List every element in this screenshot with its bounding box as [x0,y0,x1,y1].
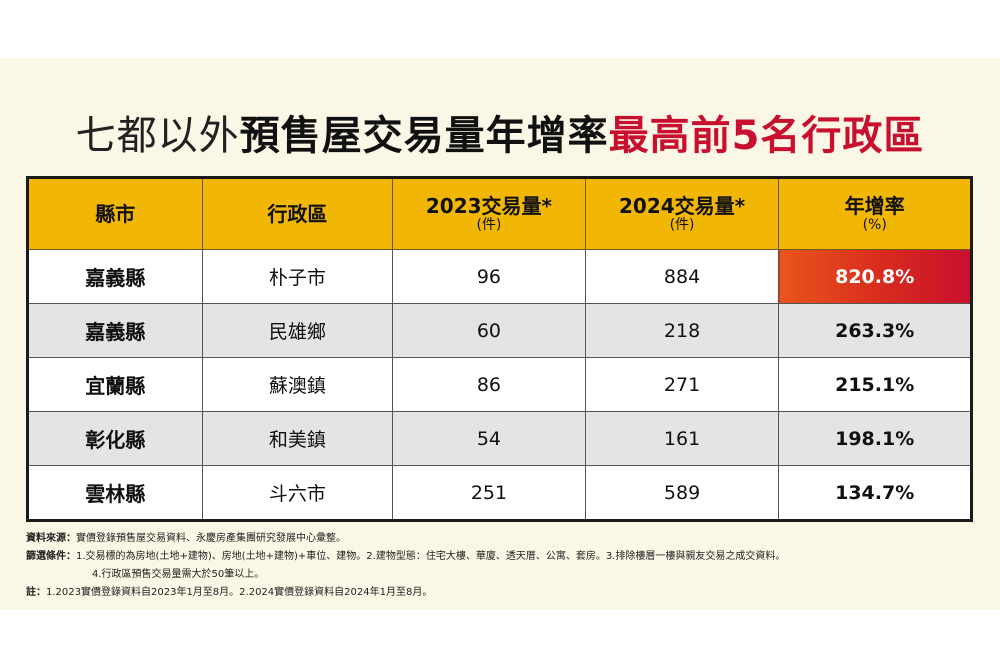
cell-growth-rate: 198.1% [778,411,972,466]
footnotes: 資料來源：實價登錄預售屋交易資料、永慶房產集團研究發展中心彙整。 篩選條件：1.… [26,530,976,602]
source-text: 實價登錄預售屋交易資料、永慶房產集團研究發展中心彙整。 [76,533,346,544]
table-row: 彰化縣 和美鎮 54 161 198.1% [27,411,972,466]
table-row: 雲林縣 斗六市 251 589 134.7% [27,465,972,521]
header-growth-rate: 年增率 (%) [778,177,972,250]
cell-growth-rate: 215.1% [778,357,972,412]
cell-district: 朴子市 [201,249,394,304]
cell-volume-2023: 96 [392,249,586,304]
filter-note-cont: 4.行政區預售交易量需大於50筆以上。 [26,566,976,584]
cell-district: 斗六市 [201,465,394,521]
table-row: 嘉義縣 朴子市 96 884 820.8% [27,249,972,304]
cell-volume-2024: 589 [584,465,780,521]
source-label: 資料來源： [26,533,76,544]
note-text: 1.2023實價登錄資料自2023年1月至8月。2.2024實價登錄資料自202… [46,587,433,598]
cell-volume-2024: 218 [584,303,780,358]
title-part3: 最高前5名行政區 [608,113,925,159]
filter-note: 篩選條件：1.交易標的為房地(土地+建物)、房地(土地+建物)+車位、建物。2.… [26,548,976,566]
header-district: 行政區 [201,177,394,250]
cell-growth-rate: 263.3% [778,303,972,358]
cell-volume-2023: 86 [392,357,586,412]
cell-growth-rate: 134.7% [778,465,972,521]
cell-growth-rate-highlight: 820.8% [778,249,972,304]
cell-volume-2023: 54 [392,411,586,466]
cell-volume-2023: 251 [392,465,586,521]
cell-volume-2024: 884 [584,249,780,304]
cell-district: 民雄鄉 [201,303,394,358]
table-header-row: 縣市 行政區 2023交易量* (件) 2024交易量* (件) 年增率 (%) [27,177,972,250]
cell-county: 彰化縣 [27,411,203,466]
title-part2: 預售屋交易量年增率 [239,113,609,159]
filter-line1: 1.交易標的為房地(土地+建物)、房地(土地+建物)+車位、建物。2.建物型態：… [76,551,786,562]
cell-district: 和美鎮 [201,411,394,466]
filter-label: 篩選條件： [26,551,76,562]
cell-county: 嘉義縣 [27,303,203,358]
note-label: 註： [26,587,46,598]
cell-district: 蘇澳鎮 [201,357,394,412]
header-county: 縣市 [27,177,203,250]
ranking-table: 縣市 行政區 2023交易量* (件) 2024交易量* (件) 年增率 (%) 嘉義… [26,176,973,522]
cell-county: 嘉義縣 [27,249,203,304]
source-note: 資料來源：實價登錄預售屋交易資料、永慶房產集團研究發展中心彙整。 [26,530,976,548]
cell-county: 雲林縣 [27,465,203,521]
cell-volume-2024: 161 [584,411,780,466]
title-part1: 七都以外 [75,113,240,159]
cell-county: 宜蘭縣 [27,357,203,412]
filter-line2: 4.行政區預售交易量需大於50筆以上。 [92,569,265,580]
header-volume-2024: 2024交易量* (件) [584,177,780,250]
cell-volume-2023: 60 [392,303,586,358]
header-volume-2023: 2023交易量* (件) [392,177,586,250]
cell-volume-2024: 271 [584,357,780,412]
table-row: 嘉義縣 民雄鄉 60 218 263.3% [27,303,972,358]
remark-note: 註：1.2023實價登錄資料自2023年1月至8月。2.2024實價登錄資料自2… [26,584,976,602]
page-title: 七都以外預售屋交易量年增率最高前5名行政區 [0,108,1000,164]
table-row: 宜蘭縣 蘇澳鎮 86 271 215.1% [27,357,972,412]
